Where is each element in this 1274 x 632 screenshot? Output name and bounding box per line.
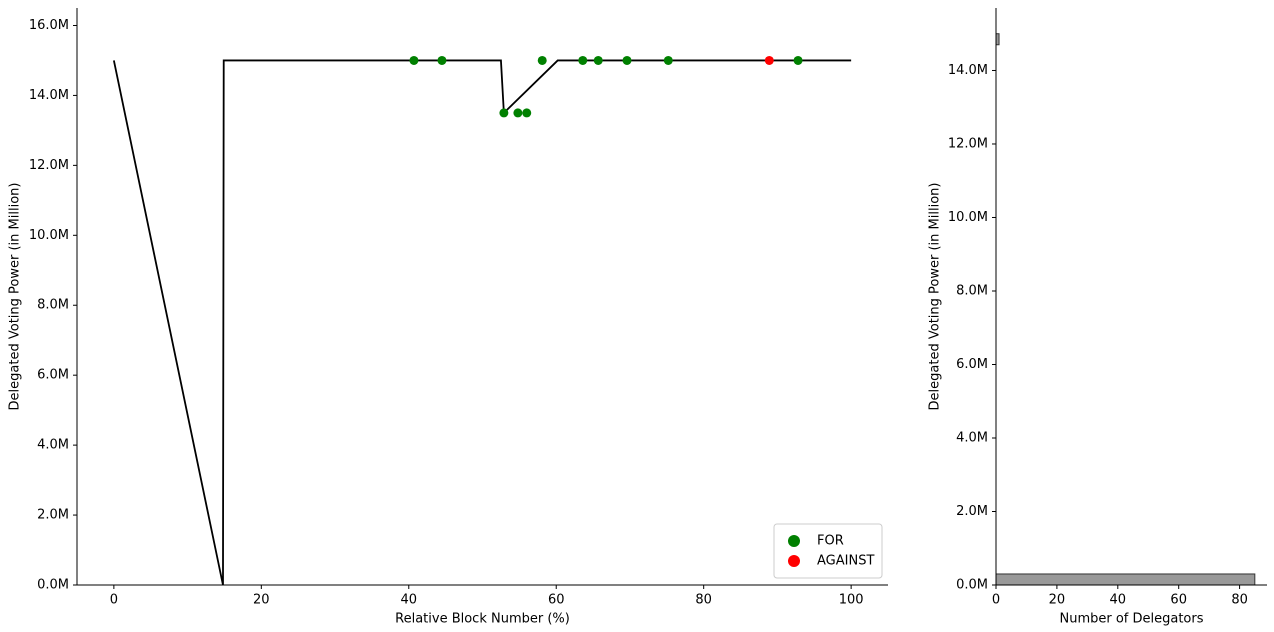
x-tick-label: 40 bbox=[400, 593, 417, 608]
point bbox=[622, 55, 632, 65]
bar bbox=[995, 573, 1256, 586]
line bbox=[112, 59, 852, 586]
x-tick-label: 100 bbox=[839, 593, 864, 608]
y-tick-label: 10.0M bbox=[948, 210, 988, 225]
x-tick-label: 80 bbox=[695, 593, 712, 608]
point bbox=[499, 108, 509, 118]
x-axis-label: Number of Delegators bbox=[1059, 612, 1203, 627]
x-tick-label: 20 bbox=[1049, 593, 1066, 608]
y-tick-label: 16.0M bbox=[29, 18, 69, 33]
y-tick-label: 6.0M bbox=[37, 368, 69, 383]
point bbox=[537, 55, 547, 65]
point bbox=[793, 55, 803, 65]
x-tick-label: 40 bbox=[1110, 593, 1127, 608]
y-tick-label: 10.0M bbox=[29, 228, 69, 243]
y-axis-label: Delegated Voting Power (in Million) bbox=[8, 183, 23, 411]
y-tick-label: 2.0M bbox=[956, 504, 988, 519]
y-tick-label: 8.0M bbox=[956, 283, 988, 298]
legend-label: FOR bbox=[817, 534, 844, 549]
x-tick-label: 80 bbox=[1231, 593, 1248, 608]
y-tick-label: 8.0M bbox=[37, 298, 69, 313]
legend-marker bbox=[788, 535, 800, 547]
legend-label: AGAINST bbox=[817, 554, 874, 569]
x-tick-label: 20 bbox=[253, 593, 270, 608]
legend: FOR AGAINST bbox=[773, 523, 883, 579]
x-tick-label: 60 bbox=[1170, 593, 1187, 608]
y-tick-label: 2.0M bbox=[37, 508, 69, 523]
x-axis-label: Relative Block Number (%) bbox=[395, 612, 570, 627]
y-tick-label: 12.0M bbox=[948, 136, 988, 151]
y-tick-label: 4.0M bbox=[956, 430, 988, 445]
point bbox=[663, 55, 673, 65]
y-tick-label: 6.0M bbox=[956, 357, 988, 372]
legend-box bbox=[773, 523, 883, 579]
y-tick-label: 12.0M bbox=[29, 158, 69, 173]
x-tick-label: 60 bbox=[548, 593, 565, 608]
y-axis-label: Delegated Voting Power (in Million) bbox=[928, 183, 943, 411]
point bbox=[522, 108, 532, 118]
point bbox=[578, 55, 588, 65]
y-tick-label: 14.0M bbox=[948, 63, 988, 78]
point bbox=[409, 55, 419, 65]
x-tick-label: 0 bbox=[110, 593, 118, 608]
y-tick-label: 0.0M bbox=[956, 578, 988, 593]
point bbox=[593, 55, 603, 65]
point bbox=[764, 55, 774, 65]
y-tick-label: 4.0M bbox=[37, 438, 69, 453]
point bbox=[437, 55, 447, 65]
legend-marker bbox=[788, 555, 800, 567]
y-tick-label: 0.0M bbox=[37, 578, 69, 593]
x-tick-label: 0 bbox=[992, 593, 1000, 608]
point bbox=[513, 108, 523, 118]
y-tick-label: 14.0M bbox=[29, 88, 69, 103]
